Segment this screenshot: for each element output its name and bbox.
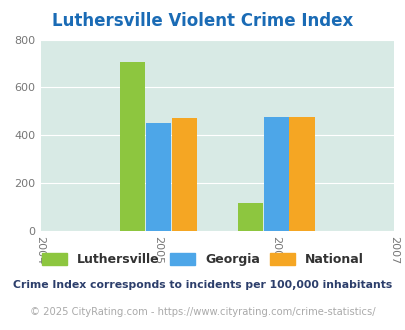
Bar (171, 117, 196, 231)
Bar (289, 117, 314, 231)
Legend: Luthersville, Georgia, National: Luthersville, Georgia, National (38, 249, 367, 270)
Text: © 2025 CityRating.com - https://www.cityrating.com/crime-statistics/: © 2025 CityRating.com - https://www.city… (30, 307, 375, 317)
Bar (145, 123, 171, 231)
Bar (237, 203, 262, 231)
Text: Crime Index corresponds to incidents per 100,000 inhabitants: Crime Index corresponds to incidents per… (13, 280, 392, 290)
Bar (263, 116, 288, 231)
Text: Luthersville Violent Crime Index: Luthersville Violent Crime Index (52, 13, 353, 30)
Bar (119, 62, 145, 231)
